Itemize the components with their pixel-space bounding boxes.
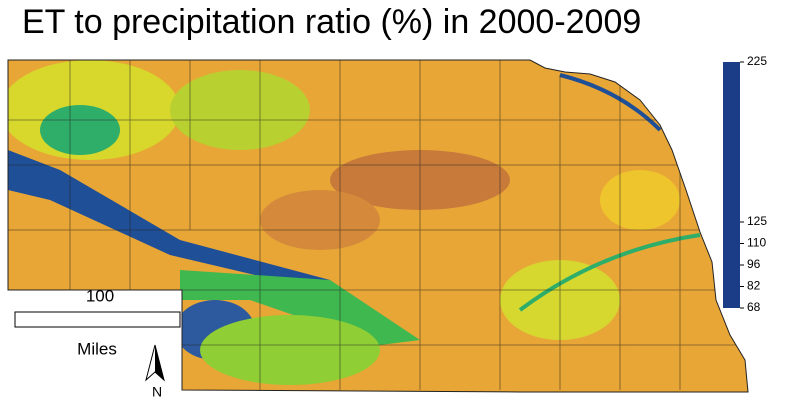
colorbar-label: 96	[747, 257, 761, 271]
state-outline	[7, 59, 749, 393]
colorbar	[723, 62, 740, 308]
region	[40, 105, 120, 155]
colorbar-label: 225	[747, 54, 767, 68]
scale-unit: Miles	[77, 339, 117, 358]
scale-distance: 100	[86, 286, 114, 305]
colorbar-label: 110	[747, 236, 766, 250]
region	[600, 170, 680, 230]
region	[180, 270, 420, 345]
region	[200, 315, 380, 385]
region	[260, 190, 380, 250]
colorbar-label: 125	[747, 214, 767, 228]
colorbar-label: 68	[747, 300, 761, 314]
county-lines	[8, 60, 740, 390]
state-map	[8, 60, 748, 392]
region	[170, 70, 310, 150]
north-arrow-half	[155, 345, 164, 380]
colorbar-label: 82	[747, 279, 761, 293]
map-title: ET to precipitation ratio (%) in 2000-20…	[22, 3, 641, 41]
river	[518, 233, 701, 312]
scale-bar	[14, 311, 181, 328]
river	[559, 73, 662, 132]
north-label: N	[152, 384, 162, 400]
